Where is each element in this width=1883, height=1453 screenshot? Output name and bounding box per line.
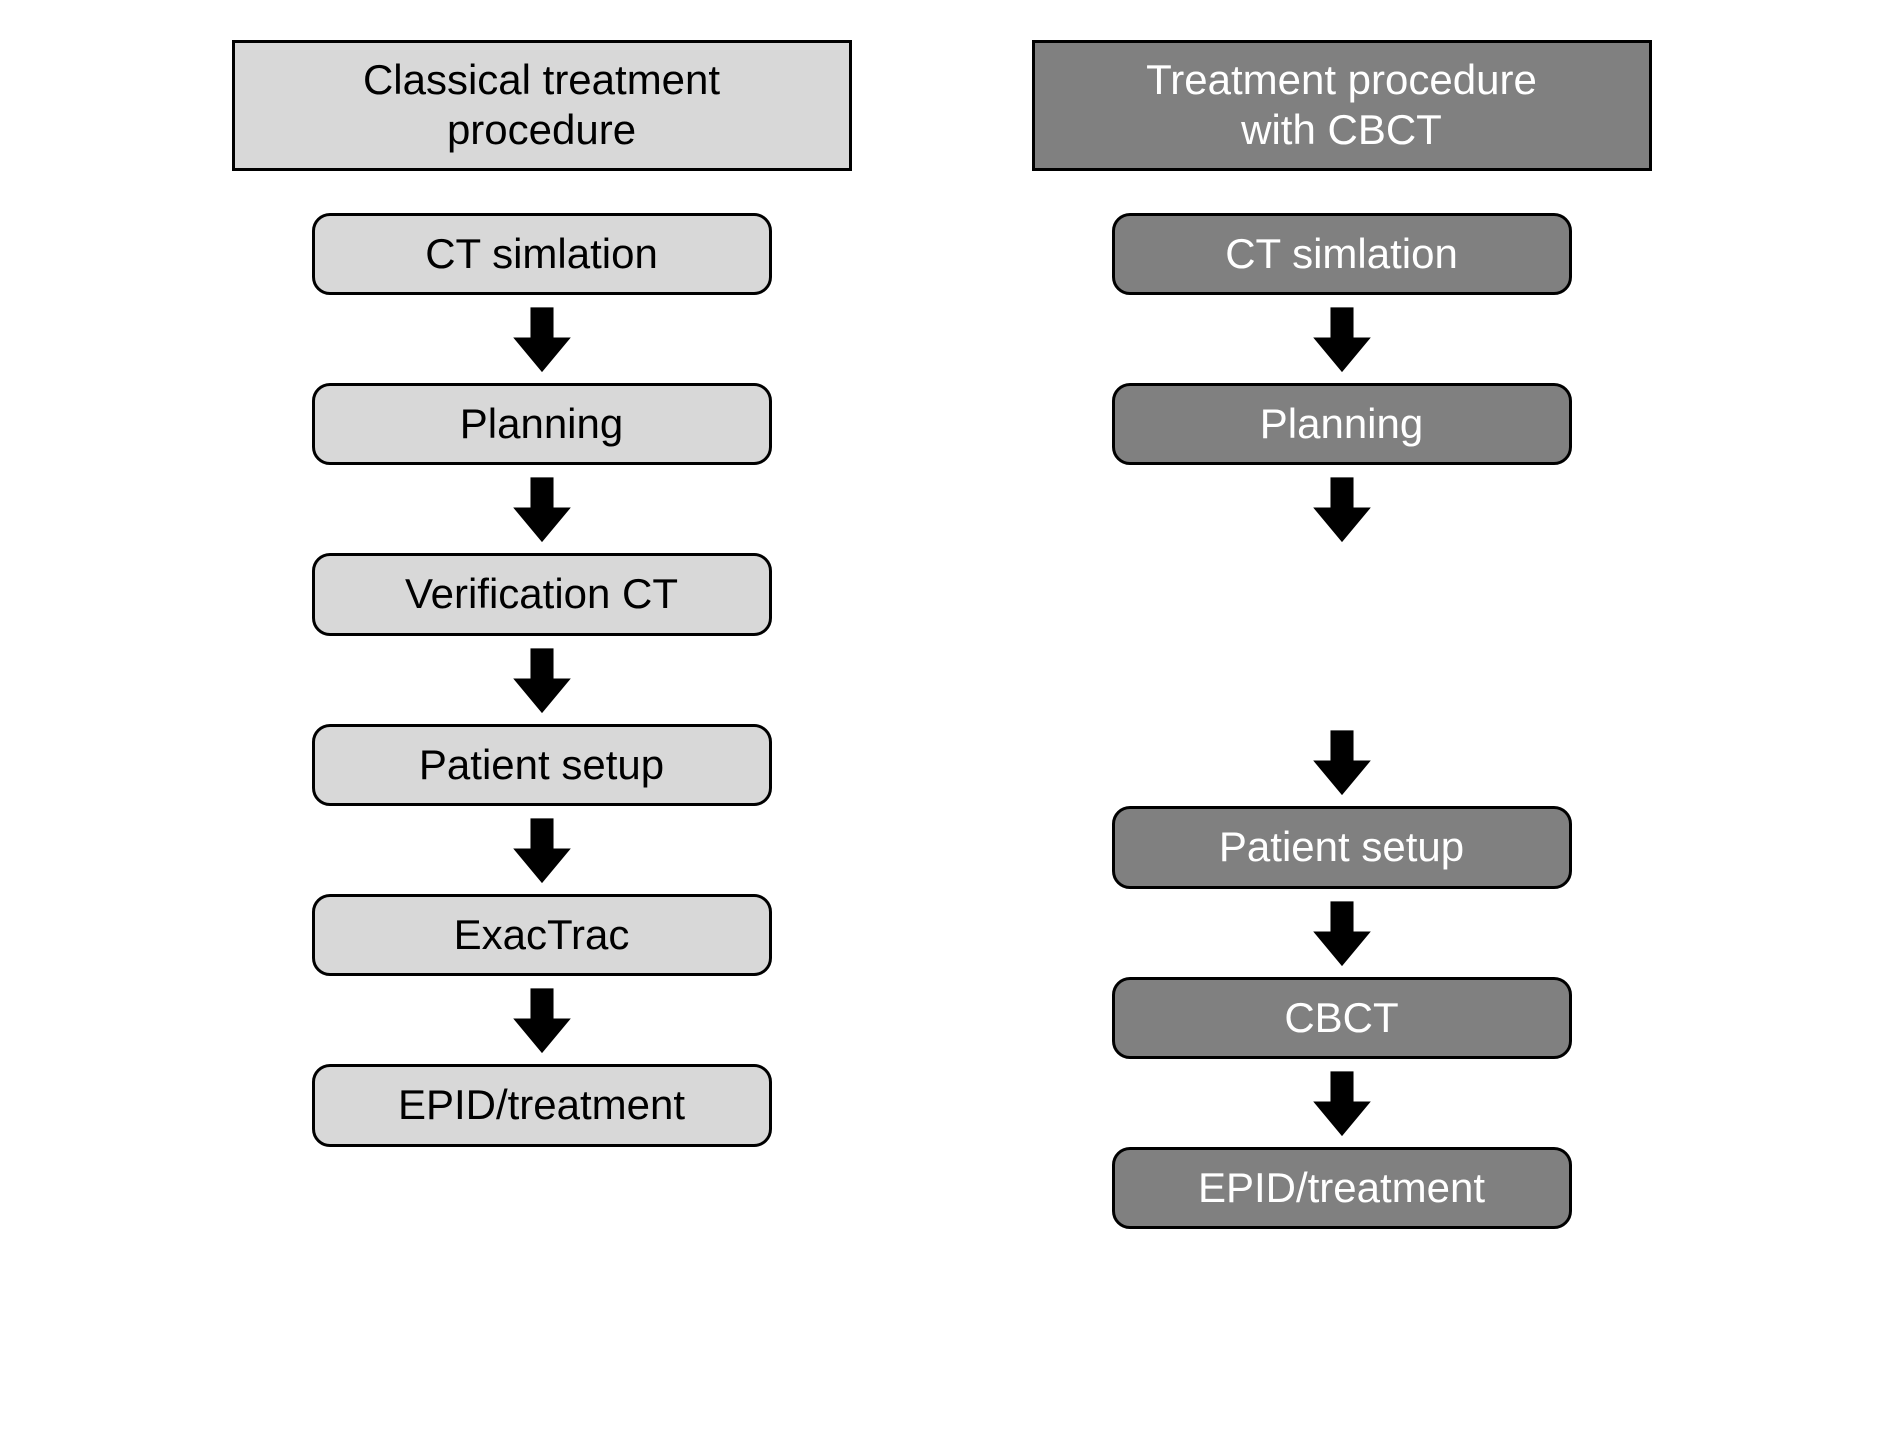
step-box: Planning xyxy=(1112,383,1572,465)
arrow-down-icon xyxy=(506,465,578,553)
step-box: EPID/treatment xyxy=(1112,1147,1572,1229)
step-box: ExacTrac xyxy=(312,894,772,976)
column-left: Classical treatmentprocedure CT simlatio… xyxy=(232,40,852,1147)
header-box-left: Classical treatmentprocedure xyxy=(232,40,852,171)
header-line: with CBCT xyxy=(1241,106,1442,153)
step-label: Patient setup xyxy=(419,741,664,788)
step-label: CT simlation xyxy=(1225,230,1458,277)
arrow-down-icon xyxy=(506,636,578,724)
step-box: Planning xyxy=(312,383,772,465)
step-box: CT simlation xyxy=(312,213,772,295)
step-label: CT simlation xyxy=(425,230,658,277)
step-label: CBCT xyxy=(1284,994,1398,1041)
flowchart-root: Classical treatmentprocedure CT simlatio… xyxy=(232,40,1652,1229)
arrow-down-icon xyxy=(1306,718,1378,806)
step-label: Patient setup xyxy=(1219,823,1464,870)
step-box: Patient setup xyxy=(1112,806,1572,888)
step-label: Planning xyxy=(460,400,623,447)
step-label: ExacTrac xyxy=(454,911,630,958)
arrow-down-icon xyxy=(1306,465,1378,553)
header-line: procedure xyxy=(447,106,636,153)
step-label: EPID/treatment xyxy=(1198,1164,1485,1211)
column-right: Treatment procedurewith CBCT CT simlatio… xyxy=(1032,40,1652,1229)
arrow-down-icon xyxy=(1306,889,1378,977)
step-label: Planning xyxy=(1260,400,1423,447)
arrow-down-icon xyxy=(506,976,578,1064)
arrow-down-icon xyxy=(506,806,578,894)
header-box-right: Treatment procedurewith CBCT xyxy=(1032,40,1652,171)
step-box: Patient setup xyxy=(312,724,772,806)
step-label: Verification CT xyxy=(405,570,678,617)
arrow-down-icon xyxy=(506,295,578,383)
step-box: Verification CT xyxy=(312,553,772,635)
arrow-down-icon xyxy=(1306,1059,1378,1147)
arrow-down-icon xyxy=(1306,295,1378,383)
header-line: Classical treatment xyxy=(363,56,720,103)
step-label: EPID/treatment xyxy=(398,1081,685,1128)
step-box: CBCT xyxy=(1112,977,1572,1059)
step-box: EPID/treatment xyxy=(312,1064,772,1146)
step-box: CT simlation xyxy=(1112,213,1572,295)
header-line: Treatment procedure xyxy=(1146,56,1537,103)
